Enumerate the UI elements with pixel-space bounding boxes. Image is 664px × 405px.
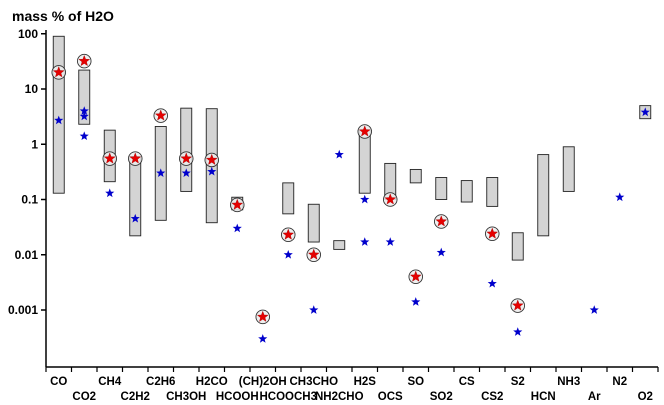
category-label: NH3 [557, 376, 580, 388]
red-star-marker [129, 152, 142, 164]
red-star-marker [103, 152, 116, 164]
blue-star-marker [79, 131, 89, 141]
range-bar [282, 182, 295, 215]
axes [41, 30, 659, 372]
category-label: HCN [531, 391, 556, 403]
range-bar [435, 177, 448, 200]
category-label: HCOOCH3 [259, 391, 317, 403]
y-tick-label: 0.1 [21, 193, 38, 207]
red-star-marker [78, 54, 91, 67]
y-tick-label: 0.001 [8, 303, 38, 317]
category-label: CH4 [98, 376, 122, 388]
blue-star-marker [258, 334, 268, 343]
range-bar [333, 240, 346, 250]
blue-star-marker [130, 213, 140, 223]
y-tick-label: 1 [31, 137, 38, 151]
category-label: CH3CHO [289, 376, 338, 388]
category-label: CS2 [481, 391, 503, 403]
chart-title: mass % of H2O [12, 8, 114, 24]
blue-star-marker [54, 115, 64, 125]
blue-star-marker [360, 237, 370, 246]
category-label: (CH)2OH [239, 376, 287, 388]
range-bar [78, 69, 91, 125]
y-tick-label: 0.01 [15, 248, 39, 262]
y-tick-label: 10 [25, 82, 39, 96]
blue-star-marker [640, 107, 650, 117]
blue-star-marker [79, 111, 89, 121]
red-star-marker [231, 198, 244, 210]
blue-star-marker [589, 305, 599, 314]
category-label: CS [459, 376, 475, 388]
red-star-marker [384, 193, 397, 205]
blue-star-marker [411, 297, 421, 306]
blue-star-marker [309, 305, 319, 314]
red-star-marker [435, 215, 448, 227]
category-label: C2H6 [146, 376, 175, 388]
blue-star-marker [207, 166, 217, 176]
red-star-markers [51, 53, 526, 325]
range-bar [358, 129, 371, 194]
red-star-marker [486, 227, 499, 239]
blue-star-marker [487, 278, 497, 288]
category-label: S2 [511, 376, 525, 388]
blue-star-marker [105, 188, 115, 198]
category-label: OCS [378, 391, 403, 403]
blue-star-marker [615, 192, 625, 202]
red-star-marker [154, 109, 167, 121]
red-star-marker [52, 66, 65, 78]
category-label: SO2 [430, 391, 453, 403]
range-bar [52, 35, 65, 194]
category-label: Ar [588, 391, 601, 403]
category-label: C2H2 [121, 391, 150, 403]
category-label: HCOOH [216, 391, 259, 403]
category-label: NH2CHO [315, 391, 364, 403]
red-star-marker [256, 310, 269, 322]
blue-star-marker [79, 106, 89, 115]
blue-star-marker [156, 168, 166, 178]
blue-star-marker [181, 168, 191, 178]
red-star-marker [307, 248, 320, 260]
blue-star-marker [436, 247, 446, 257]
red-star-marker [358, 125, 371, 137]
category-label: SO [407, 376, 424, 388]
category-label: CO2 [72, 391, 96, 403]
blue-star-marker [513, 327, 523, 336]
range-bar [562, 146, 575, 192]
range-bar [486, 177, 499, 207]
blue-star-marker [334, 149, 344, 159]
range-bar [511, 232, 524, 261]
category-label: N2 [612, 376, 627, 388]
category-label: H2CO [196, 376, 228, 388]
range-bar [409, 168, 422, 184]
red-star-marker [180, 152, 193, 164]
range-bar [537, 154, 550, 237]
blue-star-markers [54, 106, 650, 343]
blue-star-marker [385, 237, 395, 246]
category-label: H2S [354, 376, 377, 388]
red-star-marker [282, 228, 295, 240]
category-label: CH3OH [166, 391, 206, 403]
red-star-marker [409, 270, 422, 282]
red-star-marker [205, 153, 218, 165]
y-tick-labels: 100 10 1 0.1 0.01 0.001 [8, 27, 38, 317]
range-bar [460, 180, 473, 203]
range-bars [52, 35, 652, 261]
blue-star-marker [360, 194, 370, 204]
blue-star-marker [283, 249, 293, 259]
category-label: CO [50, 376, 67, 388]
category-label: O2 [638, 391, 653, 403]
red-star-marker [511, 299, 524, 311]
range-bar [129, 156, 142, 237]
y-tick-label: 100 [18, 27, 38, 41]
range-bar [307, 203, 320, 243]
blue-star-marker [232, 223, 242, 233]
range-bar [180, 107, 193, 192]
